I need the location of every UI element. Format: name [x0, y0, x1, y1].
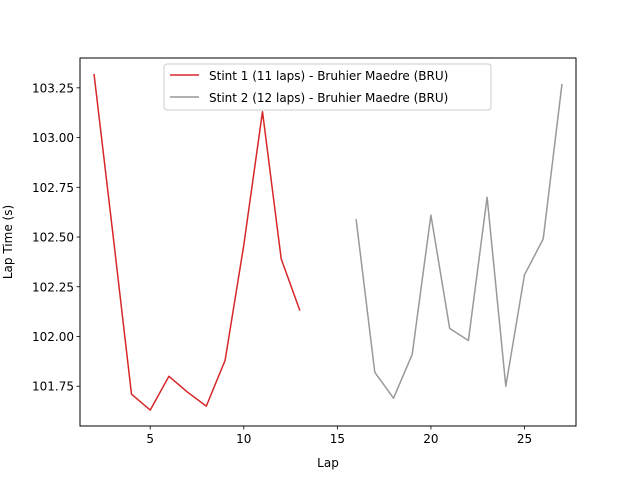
y-tick-label: 102.75: [32, 181, 74, 195]
y-axis-label: Lap Time (s): [1, 205, 15, 279]
legend-label-stint-2: Stint 2 (12 laps) - Bruhier Maedre (BRU): [209, 91, 448, 105]
x-tick-label: 10: [236, 432, 251, 446]
y-tick-label: 102.50: [32, 231, 74, 245]
x-axis-label: Lap: [317, 456, 339, 470]
legend-box: [163, 63, 492, 111]
y-tick-label: 103.25: [32, 81, 74, 95]
x-tick-label: 5: [146, 432, 154, 446]
series-line-stint-1: [93, 73, 301, 411]
legend: Stint 1 (11 laps) - Bruhier Maedre (BRU)…: [163, 63, 492, 111]
legend-label-stint-1: Stint 1 (11 laps) - Bruhier Maedre (BRU): [209, 69, 448, 83]
y-tick-label: 102.00: [32, 330, 74, 344]
y-axis-ticks: 101.75 102.00 102.25 102.50 102.75 103.00 103.…: [32, 81, 80, 394]
x-axis-ticks: 5 10 15 20 25: [146, 426, 532, 446]
plot-area-frame: [79, 57, 577, 427]
y-tick-label: 103.00: [32, 131, 74, 145]
y-tick-label: 102.25: [32, 280, 74, 294]
x-tick-label: 15: [330, 432, 345, 446]
y-tick-label: 101.75: [32, 380, 74, 394]
series-lines: [93, 73, 563, 411]
x-tick-label: 25: [517, 432, 532, 446]
x-tick-label: 20: [423, 432, 438, 446]
series-line-stint-2: [355, 83, 563, 399]
